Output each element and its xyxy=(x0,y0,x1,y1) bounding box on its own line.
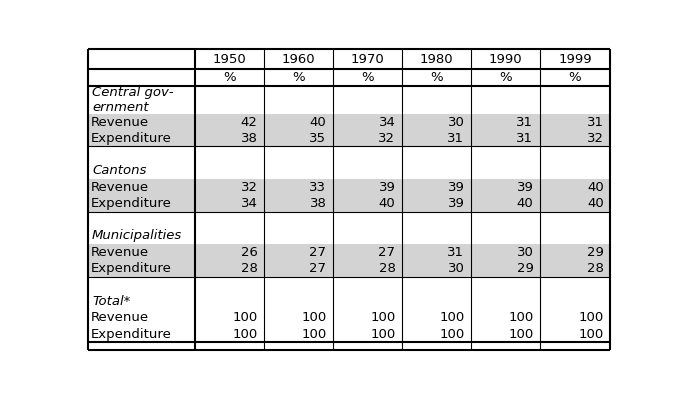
Text: Municipalities: Municipalities xyxy=(92,229,183,243)
Text: 26: 26 xyxy=(240,246,257,259)
Text: %: % xyxy=(499,71,511,85)
Text: 100: 100 xyxy=(370,327,396,340)
Text: 27: 27 xyxy=(309,262,326,275)
Text: 1960: 1960 xyxy=(281,53,315,66)
Text: 100: 100 xyxy=(232,327,257,340)
Text: 38: 38 xyxy=(310,197,326,210)
Text: 1990: 1990 xyxy=(488,53,522,66)
Text: 42: 42 xyxy=(240,115,257,128)
Text: 38: 38 xyxy=(240,132,257,145)
Text: 39: 39 xyxy=(447,197,464,210)
Text: %: % xyxy=(430,71,443,85)
Text: 40: 40 xyxy=(587,197,604,210)
Text: Revenue: Revenue xyxy=(91,246,149,259)
Text: Revenue: Revenue xyxy=(91,115,149,128)
Text: 1970: 1970 xyxy=(351,53,384,66)
Bar xyxy=(88,196,610,212)
Text: 100: 100 xyxy=(301,311,326,324)
Text: 100: 100 xyxy=(579,327,604,340)
Text: 100: 100 xyxy=(232,311,257,324)
Text: 28: 28 xyxy=(379,262,396,275)
Text: Expenditure: Expenditure xyxy=(91,327,172,340)
Text: Revenue: Revenue xyxy=(91,311,149,324)
Text: 28: 28 xyxy=(587,262,604,275)
Text: Expenditure: Expenditure xyxy=(91,132,172,145)
Text: 39: 39 xyxy=(379,181,396,194)
Text: 34: 34 xyxy=(240,197,257,210)
Text: Revenue: Revenue xyxy=(91,181,149,194)
Text: %: % xyxy=(361,71,374,85)
Bar xyxy=(88,261,610,277)
Text: Total*: Total* xyxy=(92,295,130,308)
Text: 100: 100 xyxy=(439,311,464,324)
Text: 39: 39 xyxy=(447,181,464,194)
Text: 32: 32 xyxy=(240,181,257,194)
Bar xyxy=(88,245,610,261)
Text: %: % xyxy=(292,71,304,85)
Text: 33: 33 xyxy=(309,181,326,194)
Bar xyxy=(88,130,610,147)
Text: Cantons: Cantons xyxy=(92,164,146,177)
Text: %: % xyxy=(569,71,582,85)
Text: 1999: 1999 xyxy=(558,53,592,66)
Text: 100: 100 xyxy=(301,327,326,340)
Text: Central gov-
ernment: Central gov- ernment xyxy=(92,86,174,114)
Text: 100: 100 xyxy=(508,327,533,340)
Text: 27: 27 xyxy=(379,246,396,259)
Text: 40: 40 xyxy=(310,115,326,128)
Text: 30: 30 xyxy=(447,262,464,275)
Text: 31: 31 xyxy=(447,246,464,259)
Text: 31: 31 xyxy=(447,132,464,145)
Text: 1950: 1950 xyxy=(212,53,247,66)
Bar xyxy=(88,114,610,130)
Text: 30: 30 xyxy=(516,246,533,259)
Text: 32: 32 xyxy=(587,132,604,145)
Text: 100: 100 xyxy=(508,311,533,324)
Text: 30: 30 xyxy=(447,115,464,128)
Text: 31: 31 xyxy=(587,115,604,128)
Text: Expenditure: Expenditure xyxy=(91,262,172,275)
Text: 100: 100 xyxy=(370,311,396,324)
Text: 100: 100 xyxy=(439,327,464,340)
Text: 29: 29 xyxy=(587,246,604,259)
Text: 31: 31 xyxy=(516,115,533,128)
Text: 100: 100 xyxy=(579,311,604,324)
Text: 40: 40 xyxy=(379,197,396,210)
Text: 40: 40 xyxy=(587,181,604,194)
Text: %: % xyxy=(223,71,236,85)
Bar xyxy=(88,179,610,196)
Text: 39: 39 xyxy=(516,181,533,194)
Text: 31: 31 xyxy=(516,132,533,145)
Text: 1980: 1980 xyxy=(419,53,453,66)
Text: 29: 29 xyxy=(516,262,533,275)
Text: Expenditure: Expenditure xyxy=(91,197,172,210)
Text: 27: 27 xyxy=(309,246,326,259)
Text: 34: 34 xyxy=(379,115,396,128)
Text: 32: 32 xyxy=(379,132,396,145)
Text: 40: 40 xyxy=(517,197,533,210)
Text: 35: 35 xyxy=(309,132,326,145)
Text: 28: 28 xyxy=(240,262,257,275)
